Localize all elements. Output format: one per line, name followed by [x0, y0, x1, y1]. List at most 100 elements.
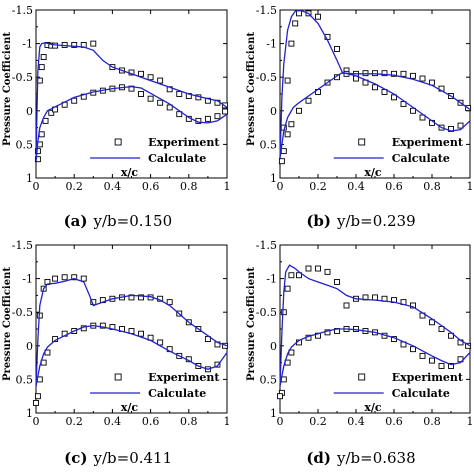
- experiment-point: [448, 363, 454, 369]
- y-tick-label: -1.5: [256, 239, 277, 252]
- experiment-point: [48, 109, 55, 116]
- x-tick-label: 0.4: [104, 415, 122, 428]
- legend-experiment-marker: [114, 138, 122, 146]
- experiment-point: [157, 77, 164, 84]
- legend-experiment-label: Experiment: [148, 136, 220, 149]
- experiment-point: [71, 41, 78, 48]
- x-tick-label: 0.4: [104, 180, 122, 193]
- caption-text: y/b=0.411: [93, 449, 173, 467]
- calculate-lower-line: [279, 71, 471, 158]
- experiment-point: [419, 114, 426, 121]
- x-tick-label: 0.8: [423, 415, 441, 428]
- experiment-point: [80, 275, 87, 282]
- experiment-point: [34, 148, 41, 155]
- y-axis-label: Pressure Coefficient: [2, 32, 13, 146]
- y-axis-label: Pressure Coefficient: [2, 267, 13, 381]
- experiment-point: [296, 10, 302, 17]
- x-tick-label: 0.8: [180, 180, 198, 193]
- x-tick-label: 1: [467, 180, 474, 193]
- caption-text: y/b=0.150: [93, 212, 173, 230]
- x-tick-label: 0.6: [385, 415, 403, 428]
- experiment-point: [381, 70, 388, 77]
- y-tick-label: -0.5: [256, 71, 277, 84]
- chart-panel-3: 0 0.2 0.4 0.6 0.8 1 -1.5 -1 -0.5 0 0.5 1 Pressure Co…: [246, 239, 474, 467]
- experiment-point: [138, 70, 145, 77]
- y-tick-label: -1: [266, 38, 277, 51]
- experiment-point: [410, 302, 416, 309]
- x-tick-label: 1: [467, 415, 474, 428]
- x-tick-label: 1: [224, 180, 231, 193]
- experiment-point: [400, 101, 407, 108]
- experiment-point: [410, 72, 416, 79]
- caption-label: (a): [64, 212, 88, 230]
- experiment-point: [166, 299, 173, 306]
- experiment-point: [71, 97, 78, 104]
- y-tick-label: -1.5: [256, 4, 277, 17]
- x-tick-label: 0.6: [385, 180, 403, 193]
- experiment-point: [438, 326, 445, 332]
- experiment-point: [204, 336, 211, 343]
- experiment-point: [288, 121, 295, 128]
- x-tick-label: 0.8: [423, 180, 441, 193]
- legend-experiment-marker: [358, 373, 366, 381]
- legend-experiment-marker: [358, 138, 366, 146]
- experiment-point: [296, 272, 302, 279]
- x-tick-label: 0: [277, 415, 284, 428]
- experiment-point: [147, 95, 154, 102]
- calculate-lower-line: [35, 324, 228, 387]
- experiment-point: [214, 113, 221, 120]
- x-tick-label: 0.8: [180, 415, 198, 428]
- y-tick-label: 0: [270, 105, 277, 118]
- legend-experiment-label: Experiment: [392, 136, 464, 149]
- experiment-point: [204, 115, 211, 122]
- x-tick-label: 0.4: [347, 180, 365, 193]
- experiment-point: [288, 272, 295, 279]
- y-tick-label: 1: [26, 172, 33, 185]
- calculate-upper-line: [279, 9, 471, 158]
- y-tick-label: -0.5: [12, 306, 33, 319]
- experiment-point: [214, 361, 221, 368]
- y-axis-label: Pressure Coefficient: [246, 32, 257, 146]
- experiment-point: [343, 302, 350, 309]
- experiment-point: [391, 94, 397, 101]
- x-axis-label: x/c: [364, 401, 382, 414]
- experiment-point: [419, 75, 426, 82]
- legend-calculate-label: Calculate: [148, 152, 206, 165]
- experiment-point: [305, 97, 312, 104]
- experiment-point: [410, 346, 416, 353]
- experiment-point: [166, 104, 173, 111]
- chart-panel-1: 0 0.2 0.4 0.6 0.8 1 -1.5 -1 -0.5 0 0.5 1 Pressure Co…: [246, 4, 474, 230]
- x-axis-label: x/c: [121, 401, 139, 414]
- x-tick-label: 1: [224, 415, 231, 428]
- experiment-point: [280, 148, 287, 155]
- legend-experiment-label: Experiment: [148, 371, 220, 384]
- experiment-point: [147, 74, 154, 81]
- y-tick-label: -0.5: [12, 71, 33, 84]
- y-tick-label: 1: [270, 172, 277, 185]
- y-tick-label: 0: [26, 105, 33, 118]
- y-tick-label: 0.5: [16, 138, 34, 151]
- experiment-point: [284, 77, 291, 84]
- experiment-point: [138, 330, 145, 337]
- experiment-point: [33, 399, 39, 406]
- experiment-point: [38, 131, 45, 138]
- calculate-upper-line: [35, 277, 228, 387]
- experiment-point: [288, 40, 295, 47]
- y-tick-label: -1: [22, 273, 33, 286]
- y-tick-label: 0: [26, 340, 33, 353]
- x-axis-label: x/c: [364, 166, 382, 179]
- experiment-point: [429, 319, 435, 326]
- chart-panel-0: 0 0.2 0.4 0.6 0.8 1 -1.5 -1 -0.5 0 0.5 1 Pressure Co…: [2, 4, 231, 230]
- x-tick-label: 0.2: [65, 415, 83, 428]
- legend-experiment-marker: [114, 373, 122, 381]
- x-tick-label: 0.2: [309, 180, 327, 193]
- y-tick-label: 0.5: [260, 373, 278, 386]
- experiment-point: [280, 309, 287, 316]
- x-tick-label: 0: [277, 180, 284, 193]
- experiment-point: [296, 107, 302, 114]
- experiment-point: [284, 131, 291, 138]
- experiment-point: [305, 265, 312, 272]
- experiment-point: [334, 279, 340, 285]
- y-tick-label: -1: [266, 273, 277, 286]
- experiment-point: [372, 294, 378, 301]
